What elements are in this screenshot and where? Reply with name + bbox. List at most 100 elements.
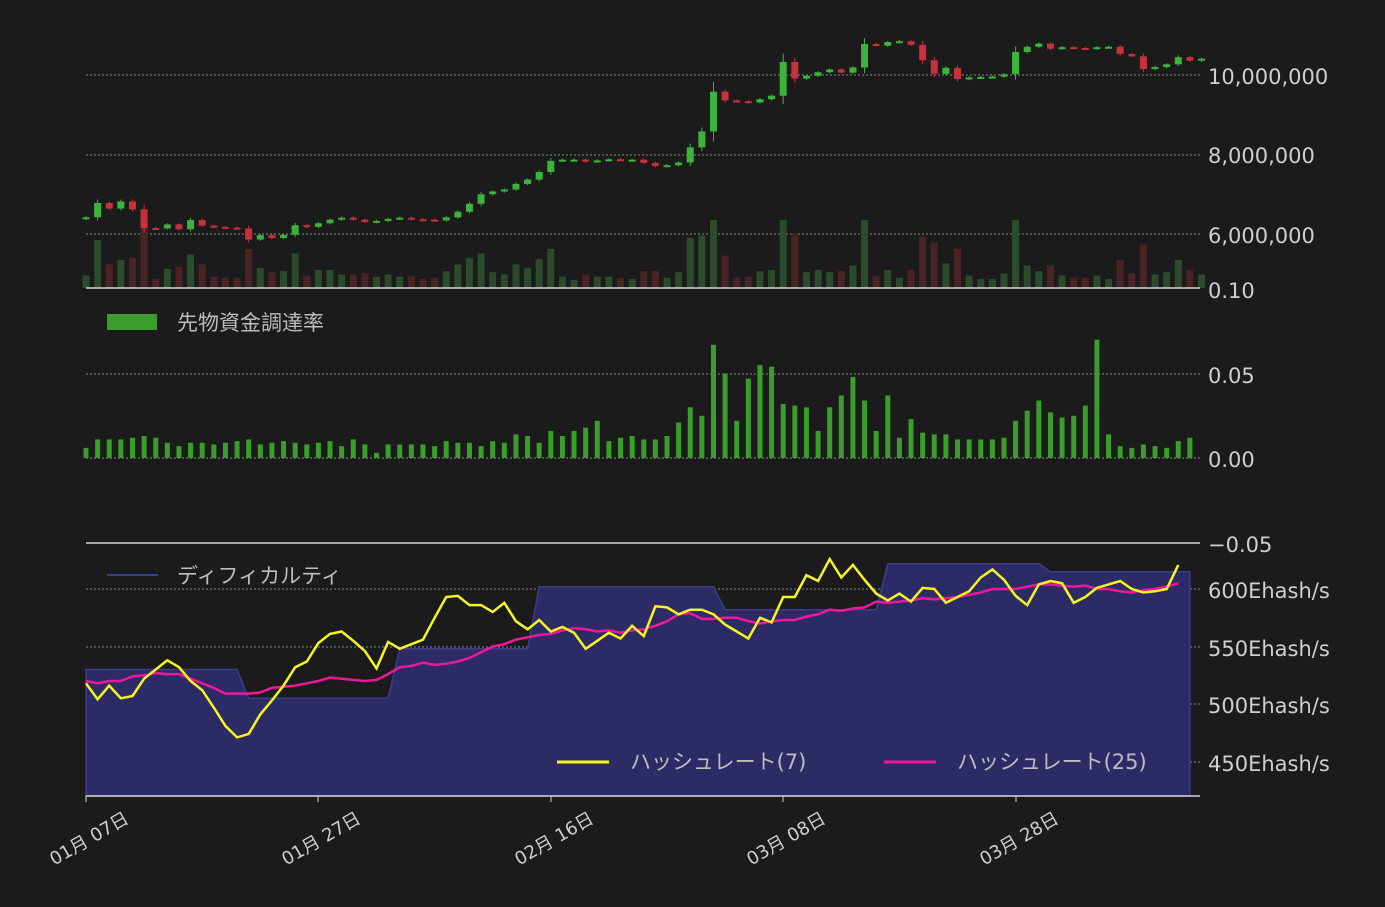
candle-body <box>977 76 985 79</box>
funding-bar <box>397 444 403 458</box>
candle-body <box>1046 43 1054 49</box>
candle-body <box>942 67 950 74</box>
candle-body <box>756 99 764 103</box>
difficulty-legend-label: ディフィカルティ <box>177 564 342 588</box>
volume-bar <box>1139 244 1147 288</box>
funding-bar <box>1059 417 1065 458</box>
candle-body <box>419 219 427 222</box>
funding-bar <box>757 365 763 458</box>
candle-body <box>930 60 938 74</box>
funding-bar <box>559 436 565 458</box>
funding-bar <box>955 439 960 458</box>
candle-body <box>779 61 787 96</box>
candle-body <box>128 201 136 210</box>
volume-bar <box>1081 277 1089 288</box>
candle-body <box>442 217 450 221</box>
funding-bar <box>943 434 949 458</box>
funding-tick-label: 0.05 <box>1208 364 1255 388</box>
axes <box>85 287 1200 802</box>
volume-bar <box>303 275 311 288</box>
candle-body <box>1198 58 1206 61</box>
funding-bar <box>989 439 995 458</box>
funding-bar <box>594 420 600 458</box>
funding-bar <box>513 434 519 458</box>
volume-bar <box>326 270 334 288</box>
candle-body <box>570 159 578 162</box>
funding-bar <box>257 444 263 458</box>
volume-bar <box>163 268 171 288</box>
volume-bar <box>128 257 136 288</box>
funding-bar <box>966 439 972 458</box>
funding-bar <box>780 403 786 458</box>
funding-bar <box>652 439 658 458</box>
funding-tick-label: 0.10 <box>1208 279 1255 303</box>
funding-bar <box>95 439 101 458</box>
volume-bar <box>1093 275 1101 288</box>
volume-bar <box>919 236 927 288</box>
funding-bar <box>1094 339 1100 458</box>
candle-body <box>349 217 357 220</box>
candle-body <box>152 228 160 231</box>
funding-bar <box>1071 415 1077 458</box>
volume-bar <box>512 264 520 288</box>
volume-bar <box>221 277 229 288</box>
candle-body <box>338 217 346 220</box>
volume-bar <box>338 274 346 288</box>
candle-body <box>291 225 299 235</box>
hashrate-lines <box>84 556 1180 739</box>
funding-bar <box>176 446 182 458</box>
volume-bar <box>82 275 90 288</box>
funding-bar <box>385 444 391 458</box>
price-tick-label: 6,000,000 <box>1208 224 1315 248</box>
volume-bar <box>570 280 578 288</box>
candle-body <box>698 131 706 148</box>
candle-body <box>1151 67 1159 70</box>
volume-bar <box>930 242 938 288</box>
funding-bar <box>153 437 159 458</box>
candle-body <box>326 219 334 224</box>
date-label: 03月 08日 <box>743 808 829 870</box>
candle-body <box>407 217 415 220</box>
candle-body <box>198 220 206 226</box>
funding-bar <box>815 430 821 458</box>
volume-bar <box>663 277 671 288</box>
volume-bar <box>768 270 776 288</box>
candle-body <box>465 203 473 212</box>
funding-legend-swatch <box>107 314 157 330</box>
hashrate-tick-label: 550Ehash/s <box>1208 637 1330 661</box>
candle-body <box>558 159 566 162</box>
funding-bar <box>83 447 89 458</box>
funding-bar <box>769 366 775 458</box>
volume-bar <box>1046 265 1054 288</box>
funding-bar <box>873 430 879 458</box>
volume-bar <box>187 254 195 288</box>
funding-bars <box>83 339 1193 458</box>
funding-bar <box>188 442 194 458</box>
candle-body <box>709 91 717 132</box>
volume-bar <box>489 272 497 288</box>
funding-tick-label: −0.05 <box>1208 533 1272 557</box>
volume-bar <box>349 274 357 288</box>
candle-body <box>221 226 229 229</box>
volume-bar <box>384 274 392 288</box>
candle-body <box>605 159 613 162</box>
candle-body <box>489 191 497 195</box>
candle-body <box>1035 43 1043 47</box>
funding-bar <box>1047 412 1053 458</box>
volume-bar <box>675 272 683 288</box>
volume-bar <box>117 260 125 288</box>
candle-body <box>1163 64 1171 68</box>
funding-bar <box>920 432 926 458</box>
hashrate-tick-label: 500Ehash/s <box>1208 694 1330 718</box>
funding-bar <box>281 441 287 458</box>
volume-bar <box>698 235 706 288</box>
volume-bar <box>454 264 462 288</box>
candle-body <box>1139 56 1147 70</box>
volume-bar <box>826 272 834 288</box>
volume-bar <box>431 277 439 288</box>
volume-bar <box>895 277 903 288</box>
volume-bar <box>268 272 276 288</box>
candle-body <box>849 67 857 73</box>
funding-bar <box>466 442 472 458</box>
candle-body <box>768 95 776 100</box>
